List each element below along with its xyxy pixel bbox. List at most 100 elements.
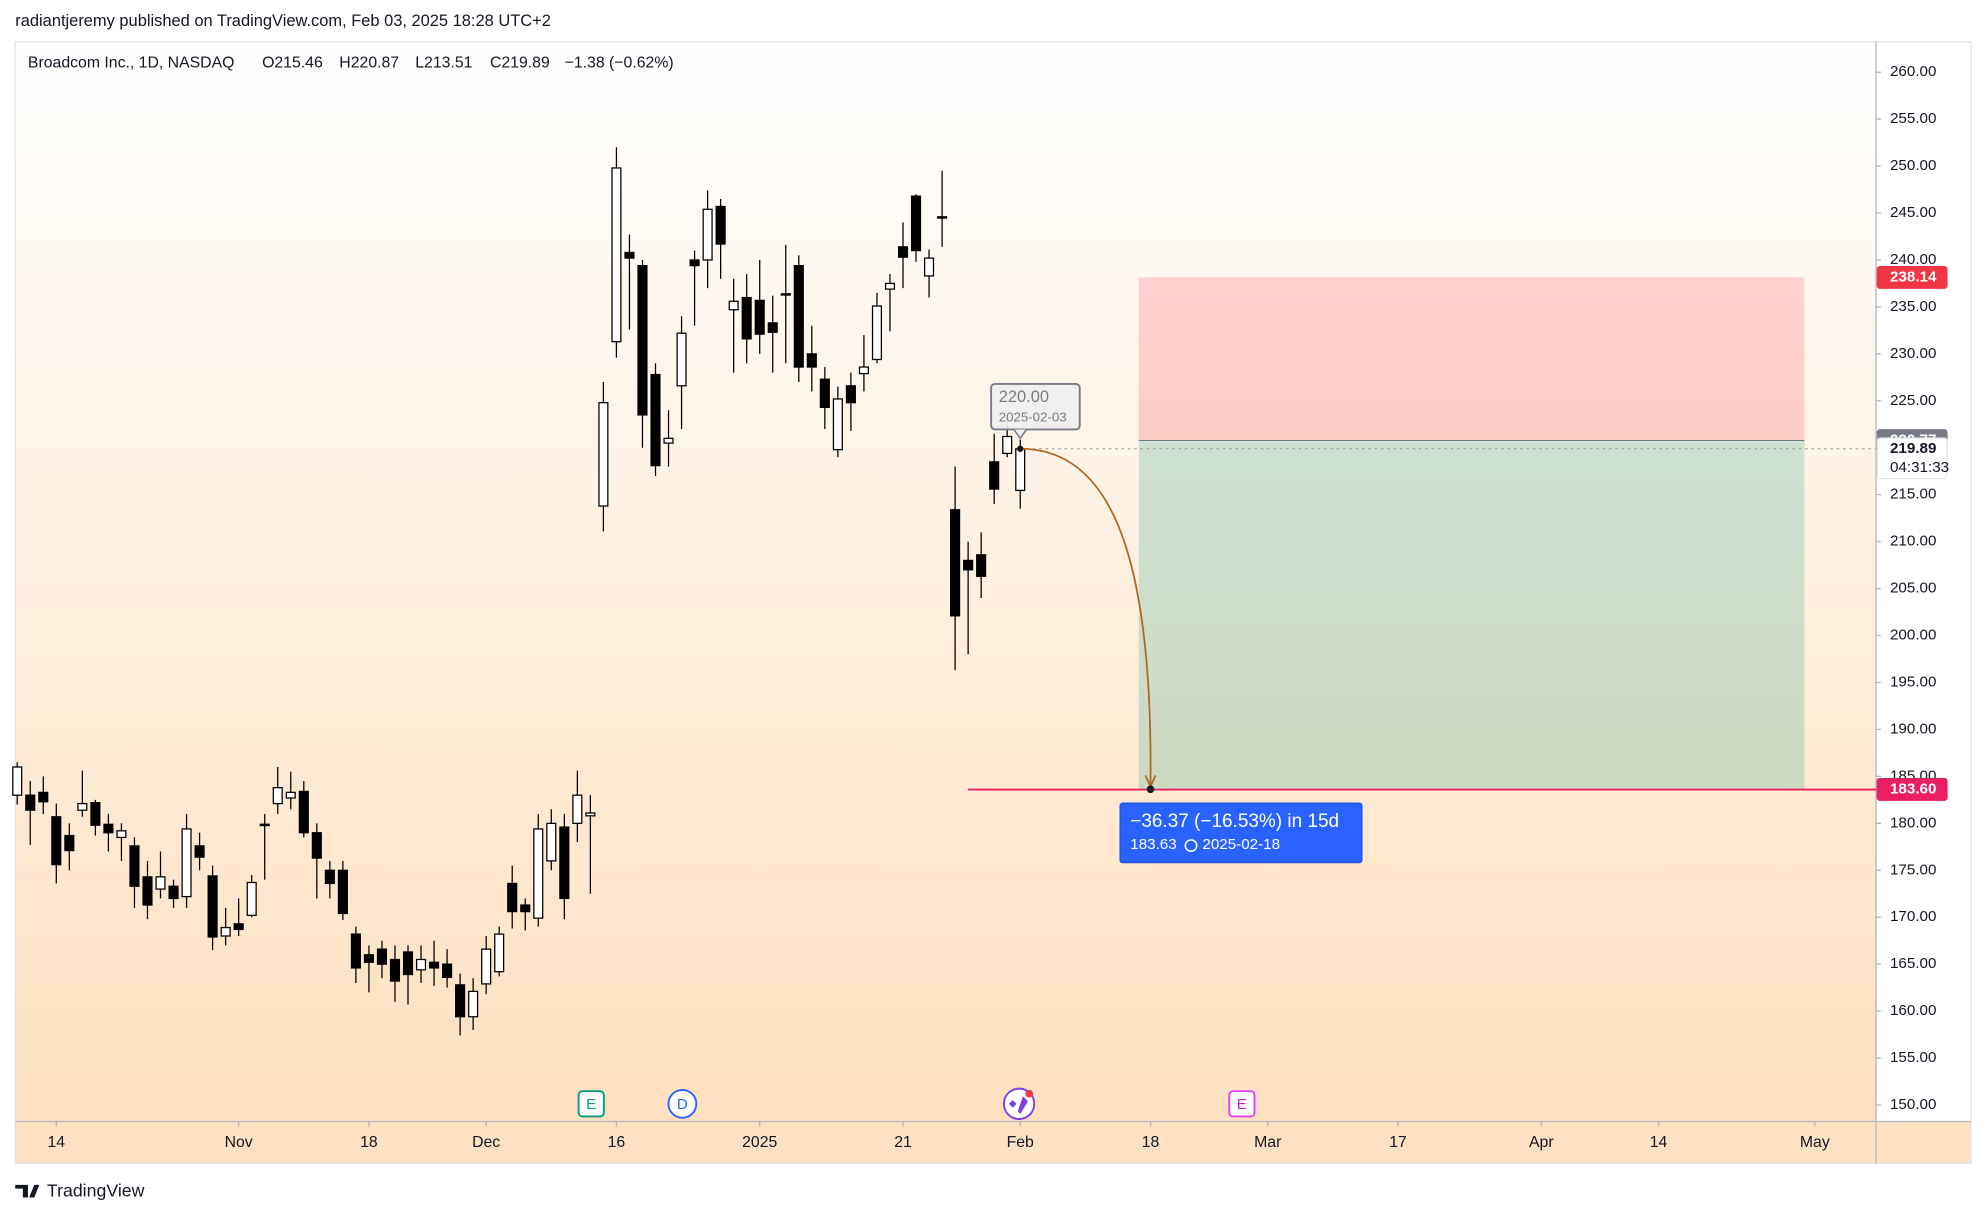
candle-body bbox=[415, 958, 427, 971]
candle-body bbox=[12, 766, 23, 796]
candle-body bbox=[624, 251, 635, 259]
y-tick-label: 165.00 bbox=[1890, 955, 1936, 972]
candle-body bbox=[38, 791, 49, 803]
y-tick-label: 175.00 bbox=[1890, 861, 1936, 878]
y-tick-label: 245.00 bbox=[1890, 204, 1936, 221]
y-tick-label: 235.00 bbox=[1890, 298, 1936, 315]
x-tick-label: May bbox=[1800, 1134, 1830, 1151]
x-tick-label: Mar bbox=[1254, 1134, 1281, 1151]
earnings-event-label: E bbox=[1237, 1096, 1247, 1113]
price-tag bbox=[1876, 437, 1948, 480]
legend-low: L213.51 bbox=[415, 54, 472, 71]
candle-body bbox=[976, 554, 987, 578]
candle-body bbox=[546, 822, 557, 862]
y-tick-label: 160.00 bbox=[1890, 1002, 1936, 1019]
candle-body bbox=[754, 299, 765, 335]
candle-body bbox=[129, 845, 140, 887]
earnings-event[interactable] bbox=[1228, 1090, 1256, 1118]
time-axis-area bbox=[15, 1121, 1972, 1164]
candle-body bbox=[285, 791, 296, 799]
y-tick-label: 260.00 bbox=[1890, 63, 1936, 80]
dividend-event-label: D bbox=[677, 1096, 688, 1113]
candle-body bbox=[64, 834, 75, 852]
candle-body bbox=[155, 876, 166, 890]
y-tick-label: 240.00 bbox=[1890, 251, 1936, 268]
y-tick-label: 155.00 bbox=[1890, 1049, 1936, 1066]
candle-body bbox=[715, 205, 726, 245]
dividend-event[interactable] bbox=[667, 1088, 698, 1119]
earnings-event[interactable] bbox=[577, 1090, 605, 1118]
candle-body bbox=[363, 954, 374, 963]
candle-body bbox=[832, 398, 843, 451]
candle-body bbox=[559, 826, 570, 900]
candle-body bbox=[1002, 435, 1013, 455]
candle-body bbox=[741, 296, 752, 340]
y-tick-label: 195.00 bbox=[1890, 674, 1936, 691]
candle-body bbox=[910, 195, 922, 252]
candle-body bbox=[963, 559, 974, 571]
candle-body bbox=[585, 812, 596, 817]
candle-body bbox=[793, 264, 804, 368]
legend-close: C219.89 bbox=[490, 54, 550, 71]
footer: TradingView bbox=[15, 1180, 145, 1200]
measure-date: 2025-02-18 bbox=[1202, 836, 1280, 853]
candle-body bbox=[90, 802, 101, 826]
projection-start bbox=[1017, 445, 1024, 452]
x-tick-label: Nov bbox=[225, 1134, 253, 1151]
candle-body bbox=[728, 300, 739, 311]
measure-clock bbox=[1184, 839, 1198, 853]
candle-body bbox=[376, 948, 388, 965]
candle-body bbox=[533, 828, 544, 919]
candle-body bbox=[298, 790, 309, 834]
candle-body bbox=[207, 875, 218, 938]
y-tick-label: 255.00 bbox=[1890, 110, 1936, 127]
candle-body bbox=[337, 869, 348, 915]
x-tick-label: 21 bbox=[894, 1134, 912, 1151]
candle-body bbox=[142, 876, 153, 906]
news-event-icon bbox=[1008, 1096, 1028, 1114]
x-tick-label: 18 bbox=[1142, 1134, 1160, 1151]
candle-body bbox=[663, 437, 674, 444]
candles-layer bbox=[12, 147, 1026, 1036]
candle-body bbox=[572, 794, 583, 824]
x-tick-label: 14 bbox=[1650, 1134, 1668, 1151]
chart-frame bbox=[14, 41, 1972, 1164]
legend-high: H220.87 bbox=[339, 54, 399, 71]
news-event-dot bbox=[1025, 1089, 1034, 1098]
candle-body bbox=[51, 816, 62, 866]
candle-body bbox=[77, 802, 88, 811]
candle-body bbox=[259, 823, 270, 827]
measure-change: −36.37 (−16.53%) in 15d bbox=[1130, 811, 1339, 832]
y-tick-label: 225.00 bbox=[1890, 392, 1936, 409]
legend-symbol: Broadcom Inc., 1D, NASDAQ bbox=[28, 54, 235, 71]
candle-body bbox=[194, 845, 205, 858]
y-tick-label: 230.00 bbox=[1890, 345, 1936, 362]
brand-logo bbox=[15, 1184, 40, 1198]
legend: Broadcom Inc., 1D, NASDAQ O215.46 H220.8… bbox=[28, 54, 674, 71]
publisher-line: radiantjeremy published on TradingView.c… bbox=[15, 12, 551, 30]
candle-body bbox=[819, 378, 830, 409]
x-tick-label: 18 bbox=[360, 1134, 378, 1151]
tooltip-date: 2025-02-03 bbox=[999, 410, 1067, 425]
candle-body bbox=[311, 832, 322, 859]
y-tick-label: 210.00 bbox=[1890, 533, 1936, 550]
measure-price: 183.63 bbox=[1130, 836, 1176, 853]
candle-body bbox=[402, 951, 414, 976]
x-tick-label: 14 bbox=[48, 1134, 66, 1151]
candle-body bbox=[428, 961, 440, 969]
y-tick-label: 200.00 bbox=[1890, 627, 1936, 644]
candle-body bbox=[246, 881, 257, 916]
candle-body bbox=[442, 963, 453, 978]
y-tick-label: 170.00 bbox=[1890, 908, 1936, 925]
candle-body bbox=[937, 216, 948, 219]
candle-body bbox=[611, 167, 622, 343]
candle-body bbox=[103, 823, 114, 834]
projection-end bbox=[1146, 785, 1155, 794]
y-tick-label: 215.00 bbox=[1890, 486, 1936, 503]
candle-body bbox=[1015, 448, 1026, 492]
candle-body bbox=[871, 305, 883, 361]
price-tag bbox=[1876, 778, 1948, 801]
candle-body bbox=[350, 933, 361, 969]
